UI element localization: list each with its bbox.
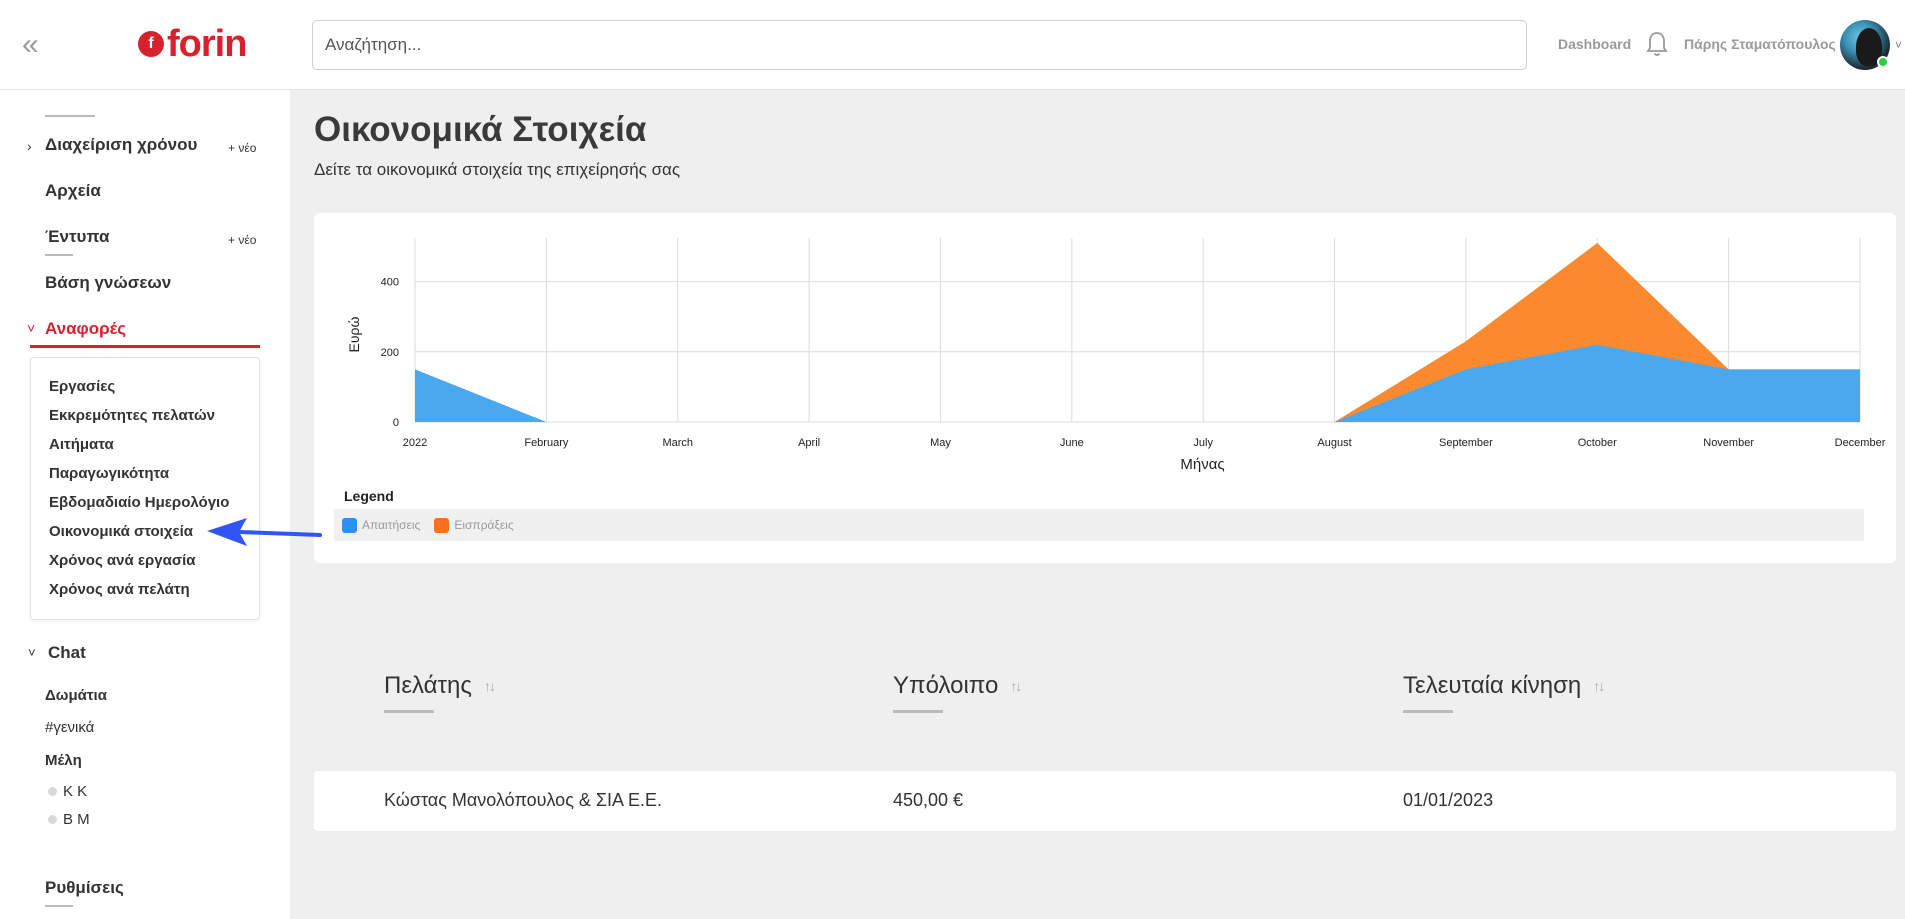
sidebar-divider [45, 115, 95, 117]
room-general-link[interactable]: #γενικά [45, 719, 95, 736]
page-title: Οικονομικά Στοιχεία [314, 110, 647, 149]
item-underline [45, 905, 73, 907]
legend-swatch [342, 517, 357, 533]
header-underline [893, 710, 943, 713]
search-input[interactable] [312, 20, 1527, 70]
legend-item-receivables[interactable]: Απαιτήσεις [342, 517, 421, 533]
chevron-down-icon[interactable]: ˅ [28, 645, 36, 660]
legend-title: Legend [344, 488, 394, 504]
annotation-arrow-icon [207, 518, 322, 546]
time-management-new-button[interactable]: + νέο [228, 141, 257, 155]
submenu-item-time-per-task[interactable]: Χρόνος ανά εργασία [49, 552, 196, 569]
sidebar-item-settings[interactable]: Ρυθμίσεις [45, 878, 124, 907]
column-header-client[interactable]: Πελάτης ↑↓ [384, 672, 496, 700]
bell-icon[interactable] [1645, 30, 1669, 58]
financials-area-chart: 0 200 400 2022 February March April May June July… [346, 238, 1886, 473]
x-tick-label: July [1193, 437, 1213, 449]
x-tick-label: May [930, 437, 951, 449]
online-status-dot [1877, 56, 1889, 68]
table-row[interactable]: Κώστας Μανολόπουλος & ΣΙΑ Ε.Ε. 450,00 € … [314, 771, 1896, 831]
header-underline [1403, 710, 1453, 713]
chart-card: 0 200 400 2022 February March April May June July… [314, 213, 1896, 563]
sidebar-item-reports[interactable]: Αναφορές [45, 319, 126, 339]
sort-icon[interactable]: ↑↓ [1010, 678, 1022, 694]
column-header-label: Υπόλοιπο [893, 672, 999, 699]
submenu-item-client-pending[interactable]: Εκκρεμότητες πελατών [49, 407, 215, 424]
members-label: Μέλη [45, 752, 82, 769]
status-dot [48, 787, 57, 796]
avatar[interactable] [1840, 20, 1890, 70]
page-subtitle: Δείτε τα οικονομικά στοιχεία της επιχείρ… [314, 160, 681, 179]
cell-last-transaction: 01/01/2023 [1403, 790, 1494, 810]
legend-swatch [434, 517, 450, 533]
x-tick-label: September [1439, 437, 1493, 449]
column-header-balance[interactable]: Υπόλοιπο ↑↓ [893, 672, 1022, 700]
cell-client: Κώστας Μανολόπουλος & ΣΙΑ Ε.Ε. [384, 790, 663, 810]
sidebar-item-knowledge-base[interactable]: Βάση γνώσεων [45, 273, 171, 293]
submenu-item-requests[interactable]: Αιτήματα [49, 436, 114, 453]
column-header-label: Πελάτης [384, 672, 472, 699]
sidebar-item-label: Βάση γνώσεων [45, 273, 172, 292]
submenu-item-tasks[interactable]: Εργασίες [49, 378, 116, 395]
sidebar-item-label: Διαχείριση χρόνου [45, 135, 198, 154]
x-tick-label: November [1703, 437, 1754, 449]
forin-logo[interactable]: f forin [138, 23, 247, 65]
column-header-last-transaction[interactable]: Τελευταία κίνηση ↑↓ [1403, 672, 1605, 700]
top-bar: « f forin Dashboard Πάρης Σταματόπουλος … [0, 0, 1905, 90]
member-item[interactable]: B M [48, 811, 90, 828]
logo-text: forin [167, 23, 247, 65]
cell-balance: 450,00 € [893, 790, 964, 810]
reports-submenu: Εργασίες Εκκρεμότητες πελατών Αιτήματα Π… [30, 357, 260, 620]
sidebar-item-label: Έντυπα [45, 227, 110, 246]
column-header-label: Τελευταία κίνηση [1403, 672, 1582, 699]
x-tick-label: June [1060, 437, 1084, 449]
member-name: B M [63, 811, 90, 828]
x-tick-label: December [1835, 437, 1886, 449]
legend-label: Απαιτήσεις [362, 518, 421, 532]
sidebar-item-forms[interactable]: Έντυπα [45, 227, 109, 256]
series-area-receivables [415, 344, 1860, 422]
legend-label: Εισπράξεις [454, 518, 514, 532]
chat-section-header[interactable]: Chat [48, 643, 86, 662]
sidebar-item-time-management[interactable]: Διαχείριση χρόνου [45, 135, 197, 155]
x-axis-label: Μήνας [1180, 456, 1224, 473]
sidebar-item-label: Αναφορές [45, 319, 127, 338]
x-tick-label: April [798, 437, 820, 449]
sort-icon[interactable]: ↑↓ [1593, 678, 1605, 694]
y-axis-label: Ευρώ [346, 316, 362, 352]
dashboard-link[interactable]: Dashboard [1558, 36, 1632, 52]
logo-mark: f [138, 31, 164, 57]
chevron-down-icon[interactable]: ˅ [1895, 38, 1903, 52]
submenu-item-productivity[interactable]: Παραγωγικότητα [49, 465, 170, 482]
item-underline [45, 254, 73, 256]
sort-icon[interactable]: ↑↓ [483, 678, 496, 694]
sidebar-item-label: Αρχεία [45, 181, 101, 200]
x-tick-label: February [524, 437, 569, 449]
submenu-item-weekly-calendar[interactable]: Εβδομαδιαίο Ημερολόγιο [49, 494, 230, 511]
forms-new-button[interactable]: + νέο [228, 233, 257, 247]
collapse-sidebar-icon[interactable]: « [22, 28, 39, 61]
submenu-item-financials[interactable]: Οικονομικά στοιχεία [49, 523, 193, 540]
status-dot [48, 815, 57, 824]
sidebar-item-files[interactable]: Αρχεία [45, 181, 101, 201]
x-tick-label: 2022 [403, 437, 427, 449]
y-tick-label: 0 [393, 417, 399, 429]
user-name[interactable]: Πάρης Σταματόπουλος [1684, 36, 1836, 52]
chart-legend: Απαιτήσεις Εισπράξεις [334, 509, 1864, 541]
x-tick-label: October [1578, 437, 1617, 449]
header-underline [384, 710, 434, 713]
member-item[interactable]: K K [48, 783, 87, 800]
x-tick-label: March [662, 437, 693, 449]
active-item-underline [30, 345, 260, 348]
chevron-down-icon[interactable]: ˅ [27, 320, 36, 336]
submenu-item-time-per-client[interactable]: Χρόνος ανά πελάτη [49, 581, 190, 598]
chevron-right-icon[interactable]: › [27, 138, 32, 154]
member-name: K K [63, 783, 88, 800]
sidebar-item-label: Ρυθμίσεις [45, 878, 124, 897]
y-tick-label: 200 [381, 347, 399, 359]
x-tick-label: August [1317, 437, 1351, 449]
rooms-label: Δωμάτια [45, 687, 107, 704]
legend-item-collections[interactable]: Εισπράξεις [434, 517, 514, 533]
y-tick-label: 400 [381, 277, 399, 289]
